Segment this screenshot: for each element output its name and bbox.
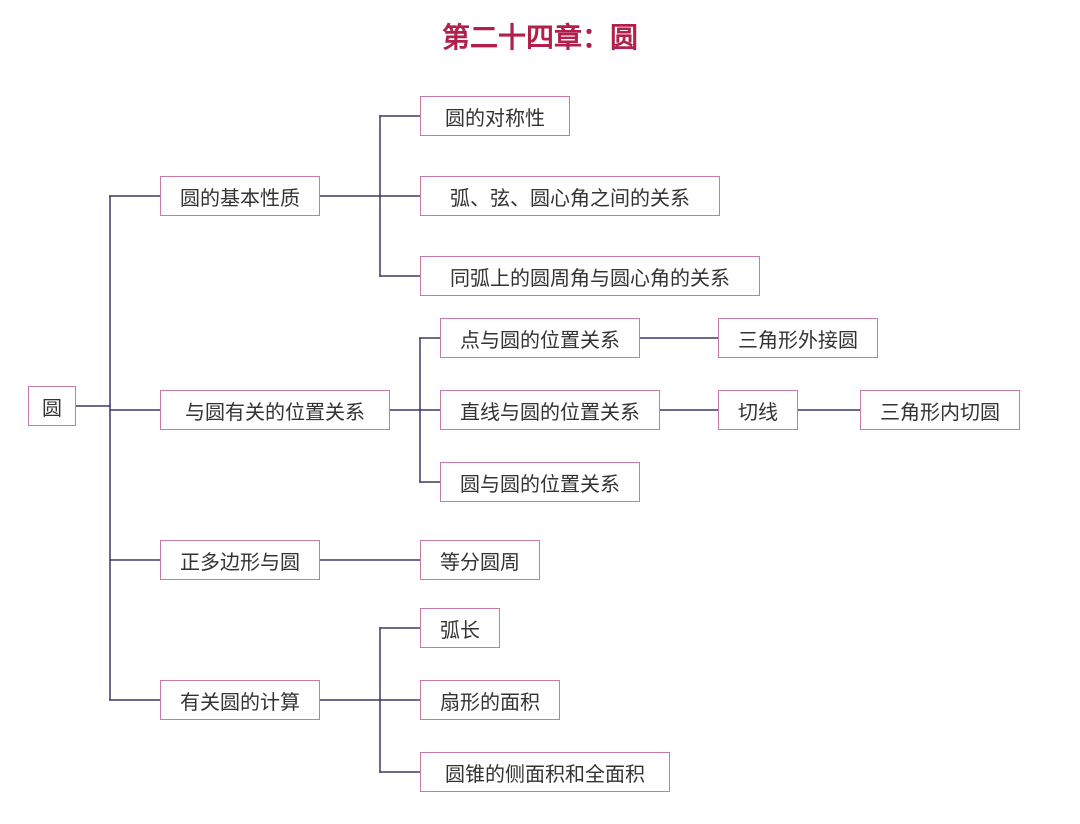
diagram-canvas: 圆 圆的基本性质 圆的对称性弧、弦、圆心角之间的关系同弧上的圆周角与圆心角的关系与圆… <box>0 0 1080 824</box>
node-b2a1: 三角形内切圆 <box>860 390 1020 430</box>
node-b1: 点与圆的位置关系 <box>440 318 640 358</box>
node-root: 圆 <box>28 386 76 426</box>
node-b2a: 切线 <box>718 390 798 430</box>
node-a3: 同弧上的圆周角与圆心角的关系 <box>420 256 760 296</box>
node-c1: 等分圆周 <box>420 540 540 580</box>
node-a: 圆的基本性质 <box>160 176 320 216</box>
node-c: 正多边形与圆 <box>160 540 320 580</box>
node-b1a: 三角形外接圆 <box>718 318 878 358</box>
node-b: 与圆有关的位置关系 <box>160 390 390 430</box>
node-d1: 弧长 <box>420 608 500 648</box>
node-d3: 圆锥的侧面积和全面积 <box>420 752 670 792</box>
node-b2: 直线与圆的位置关系 <box>440 390 660 430</box>
node-b3: 圆与圆的位置关系 <box>440 462 640 502</box>
node-a1: 圆的对称性 <box>420 96 570 136</box>
node-d2: 扇形的面积 <box>420 680 560 720</box>
node-a2: 弧、弦、圆心角之间的关系 <box>420 176 720 216</box>
node-d: 有关圆的计算 <box>160 680 320 720</box>
